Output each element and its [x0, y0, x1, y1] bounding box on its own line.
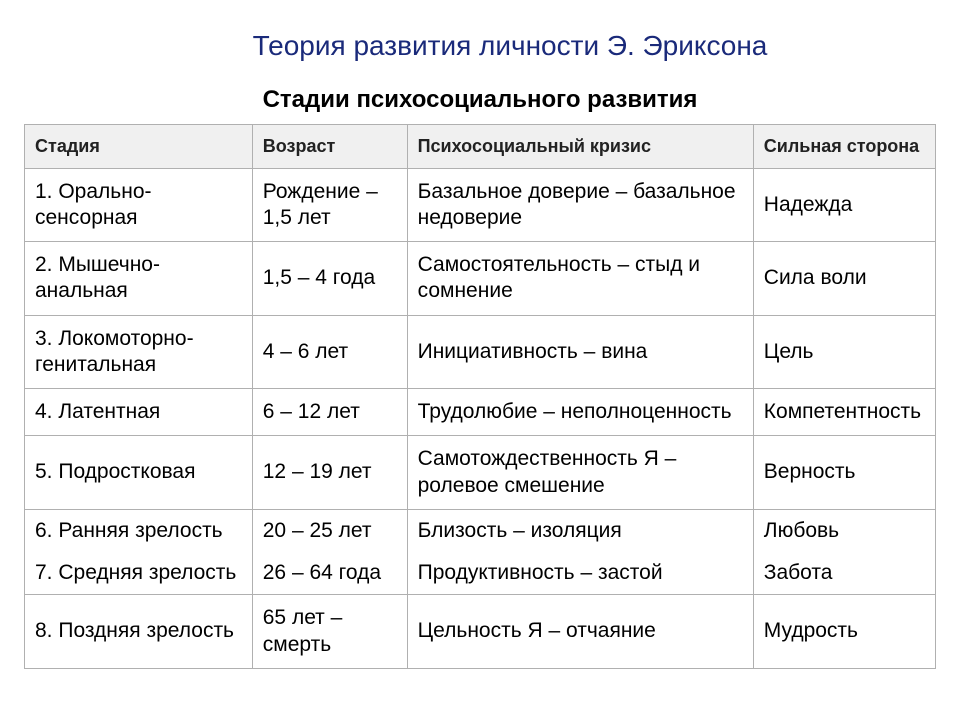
table-cell: Сила воли [753, 242, 935, 316]
table-row: 1. Орально-сенсорнаяРождение – 1,5 летБа… [25, 168, 936, 242]
cell-line: 6. Ранняя зрелость [35, 518, 242, 544]
table-cell: 65 лет – смерть [252, 595, 407, 669]
table-cell: 5. Подростковая [25, 436, 253, 510]
table-cell: Базальное доверие – базальное недоверие [407, 168, 753, 242]
table-cell: 1,5 – 4 года [252, 242, 407, 316]
table-cell: Компетентность [753, 389, 935, 436]
table-cell: Любовь Забота [753, 509, 935, 595]
table-cell: 4 – 6 лет [252, 315, 407, 389]
table-cell: 3. Локомоторно-генитальная [25, 315, 253, 389]
table-cell: Самотождественность Я – ролевое смешение [407, 436, 753, 510]
table-cell: Инициативность – вина [407, 315, 753, 389]
table-cell: Трудолюбие – неполноценность [407, 389, 753, 436]
table-row: 6. Ранняя зрелость 7. Средняя зрелость 20 … [25, 509, 936, 595]
cell-line: Забота [764, 560, 925, 586]
main-title: Теория развития личности Э. Эриксона [84, 30, 936, 62]
table-row: 3. Локомоторно-генитальная4 – 6 летИници… [25, 315, 936, 389]
table-cell: 8. Поздняя зрелость [25, 595, 253, 669]
table-cell: 12 – 19 лет [252, 436, 407, 510]
cell-line: Продуктивность – застой [418, 560, 743, 586]
cell-line: 20 – 25 лет [263, 518, 397, 544]
table-row: 2. Мышечно-анальная1,5 – 4 годаСамостоят… [25, 242, 936, 316]
cell-line: Любовь [764, 518, 925, 544]
stages-table: Стадия Возраст Психосоциальный кризис Си… [24, 124, 936, 669]
col-header-crisis: Психосоциальный кризис [407, 125, 753, 169]
table-cell: Цельность Я – отчаяние [407, 595, 753, 669]
table-cell: 2. Мышечно-анальная [25, 242, 253, 316]
table-row: 5. Подростковая12 – 19 летСамотождествен… [25, 436, 936, 510]
table-cell: 1. Орально-сенсорная [25, 168, 253, 242]
table-cell: Самостоятельность – стыд и сомнение [407, 242, 753, 316]
table-cell: Мудрость [753, 595, 935, 669]
table-cell: 4. Латентная [25, 389, 253, 436]
table-cell: 6 – 12 лет [252, 389, 407, 436]
col-header-stage: Стадия [25, 125, 253, 169]
cell-line: 7. Средняя зрелость [35, 560, 242, 586]
table-row: 4. Латентная6 – 12 летТрудолюбие – непол… [25, 389, 936, 436]
col-header-strength: Сильная сторона [753, 125, 935, 169]
col-header-age: Возраст [252, 125, 407, 169]
table-cell: Близость – изоляция Продуктивность – заст… [407, 509, 753, 595]
cell-line: 26 – 64 года [263, 560, 397, 586]
table-cell: Цель [753, 315, 935, 389]
table-row: 8. Поздняя зрелость65 лет – смертьЦельно… [25, 595, 936, 669]
subtitle: Стадии психосоциального развития [24, 86, 936, 114]
cell-line: Близость – изоляция [418, 518, 743, 544]
table-cell: Верность [753, 436, 935, 510]
table-cell: Надежда [753, 168, 935, 242]
table-cell: Рождение – 1,5 лет [252, 168, 407, 242]
table-header-row: Стадия Возраст Психосоциальный кризис Си… [25, 125, 936, 169]
table-cell: 20 – 25 лет 26 – 64 года [252, 509, 407, 595]
table-cell: 6. Ранняя зрелость 7. Средняя зрелость [25, 509, 253, 595]
